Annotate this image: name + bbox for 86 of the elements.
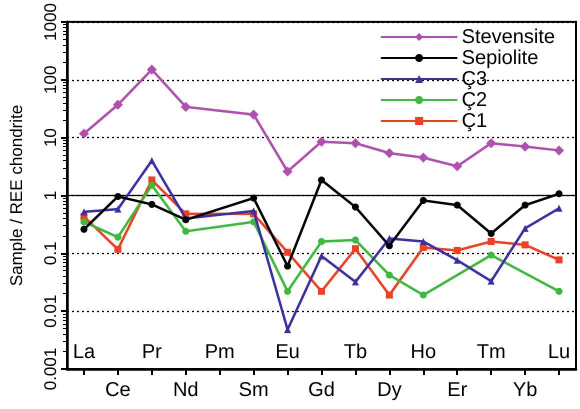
point xyxy=(418,152,428,163)
point xyxy=(454,246,461,254)
point xyxy=(352,245,359,252)
point xyxy=(78,128,89,139)
point xyxy=(488,252,495,259)
point xyxy=(522,241,529,248)
point xyxy=(454,202,461,209)
point xyxy=(114,192,122,200)
point xyxy=(284,288,292,295)
point xyxy=(318,252,325,260)
point xyxy=(352,278,359,286)
point xyxy=(554,145,564,156)
point xyxy=(114,206,122,213)
y-tick-label: 10 xyxy=(41,128,60,148)
point xyxy=(148,200,156,208)
y-tick-label: 0.001 xyxy=(41,348,60,390)
x-tick-label: Nd xyxy=(172,379,199,401)
point xyxy=(182,228,190,235)
point xyxy=(522,224,529,232)
x-tick-label: Tm xyxy=(476,341,506,363)
point xyxy=(386,292,393,299)
point xyxy=(284,248,292,256)
point xyxy=(284,262,292,270)
point xyxy=(350,138,360,148)
x-tick-label: Tb xyxy=(344,341,368,363)
point xyxy=(112,100,123,110)
point xyxy=(146,64,157,75)
legend-label: Stevensite xyxy=(462,26,555,48)
point xyxy=(386,242,393,250)
point xyxy=(282,166,293,176)
point xyxy=(556,288,563,295)
x-tick-label: Pr xyxy=(142,341,162,363)
point xyxy=(250,194,258,202)
point xyxy=(488,278,495,285)
point xyxy=(420,292,427,299)
legend-label: Ç1 xyxy=(462,110,488,132)
legend-label: Ç2 xyxy=(462,89,488,111)
x-tick-label: Gd xyxy=(308,379,335,401)
y-tick-label: 100 xyxy=(41,66,60,94)
point xyxy=(318,238,325,245)
y-tick-label: 1000 xyxy=(41,2,60,41)
point xyxy=(148,157,156,164)
y-axis-title: Sample / REE chondrite xyxy=(7,104,26,286)
point xyxy=(522,202,529,209)
point xyxy=(250,207,258,214)
point xyxy=(556,190,563,198)
x-tick-label: Pm xyxy=(204,341,235,363)
point xyxy=(316,136,326,147)
point xyxy=(386,272,393,279)
point xyxy=(352,236,359,244)
point xyxy=(486,138,496,148)
point xyxy=(452,161,462,172)
x-tick-label: Eu xyxy=(275,341,300,363)
point xyxy=(454,256,461,264)
point xyxy=(556,256,563,264)
x-tick-label: Ho xyxy=(410,341,436,363)
legend-label: Sepiolite xyxy=(462,47,538,69)
point xyxy=(80,208,88,216)
point xyxy=(148,182,156,189)
point xyxy=(352,204,359,211)
legend-label: Ç3 xyxy=(462,68,488,90)
x-tick-label: Dy xyxy=(377,379,402,401)
x-tick-label: Sm xyxy=(238,379,269,401)
point xyxy=(556,204,563,212)
point xyxy=(180,102,191,112)
x-tick-label: Ce xyxy=(105,379,131,401)
point xyxy=(114,246,122,253)
x-tick-label: Yb xyxy=(512,379,538,401)
y-tick-label: 1 xyxy=(41,190,60,200)
y-tick-label: 0.01 xyxy=(41,294,60,328)
point xyxy=(114,234,122,241)
point xyxy=(420,238,427,245)
y-tick-label: 0.1 xyxy=(41,241,60,266)
point xyxy=(318,176,325,184)
point xyxy=(318,288,325,295)
point xyxy=(80,226,88,233)
point xyxy=(420,196,427,204)
x-tick-label: Er xyxy=(447,379,468,401)
point xyxy=(384,148,394,158)
point xyxy=(488,238,495,245)
x-tick-label: Lu xyxy=(548,341,570,363)
point xyxy=(80,218,88,226)
x-tick-label: La xyxy=(72,341,96,363)
point xyxy=(248,110,259,120)
point xyxy=(520,142,530,152)
point xyxy=(488,230,495,237)
